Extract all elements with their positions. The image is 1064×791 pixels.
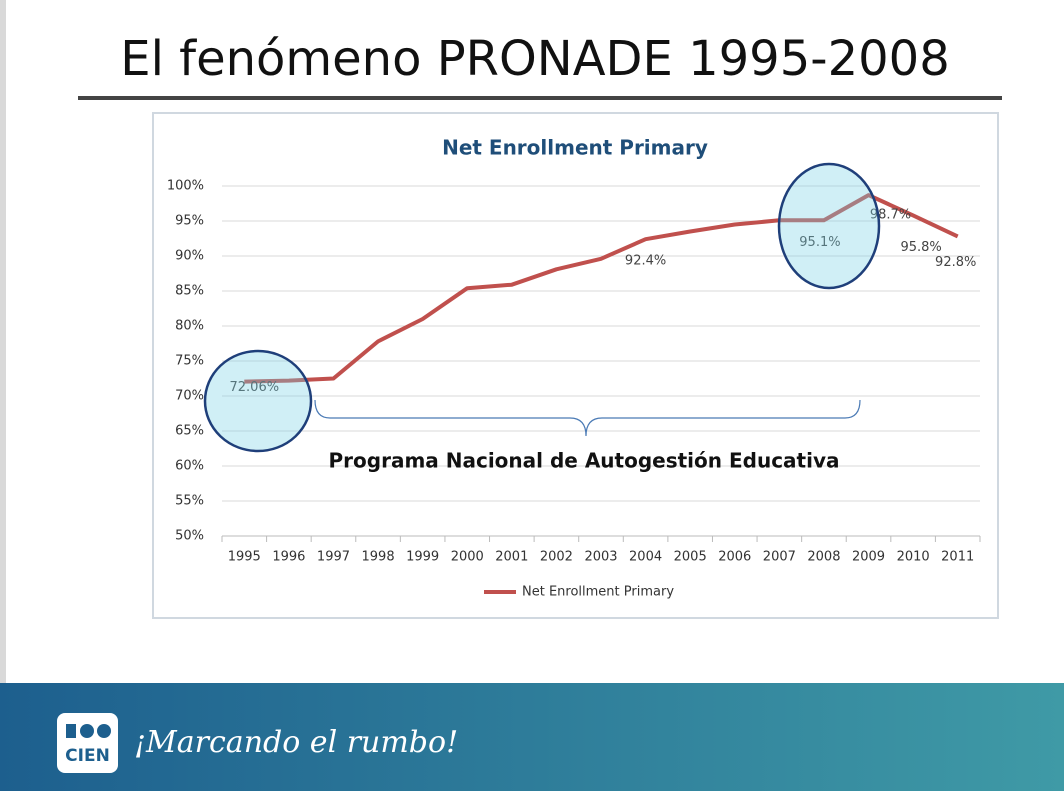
y-tick-label: 100% [167,179,204,194]
side-strip [0,0,6,683]
y-tick-label: 80% [175,319,204,334]
brace [314,399,861,437]
y-tick-label: 55% [175,494,204,509]
y-tick-label: 75% [175,354,204,369]
y-tick-label: 90% [175,249,204,264]
chart-title: Net Enrollment Primary [442,136,708,160]
x-tick-label: 2002 [540,550,573,565]
x-tick-label: 2005 [674,550,707,565]
footer-band [0,683,1064,791]
data-label: 95.8% [900,240,941,255]
y-tick-label: 95% [175,214,204,229]
annotation: Programa Nacional de Autogestión Educati… [329,449,840,473]
x-tick-label: 2003 [584,550,617,565]
x-tick-label: 2009 [852,550,885,565]
slide-title: El fenómeno PRONADE 1995-2008 [120,31,949,87]
slogan: ¡Marcando el rumbo! [134,725,458,760]
data-label: 92.4% [625,254,666,269]
x-tick-label: 1999 [406,550,439,565]
x-tick-label: 2010 [897,550,930,565]
x-tick-label: 1995 [228,550,261,565]
data-label: 72.06% [230,380,280,395]
highlight-circle [777,162,881,290]
y-tick-label: 50% [175,529,204,544]
x-tick-label: 2001 [495,550,528,565]
x-tick-label: 2004 [629,550,662,565]
x-tick-label: 2006 [718,550,751,565]
logo-mark [66,724,111,738]
plot: 50% 55% 60% 65% 70% 75% 80% 85% 90% 95% 100% 1995 19… [167,179,981,600]
x-tick-label: 2008 [807,550,840,565]
x-tick-label: 2011 [941,550,974,565]
x-tick-label: 1996 [272,550,305,565]
x-tick-label: 1997 [317,550,350,565]
y-tick-label: 65% [175,424,204,439]
data-label: 92.8% [935,255,976,270]
highlight-circle [203,349,313,453]
x-tick-label: 2007 [763,550,796,565]
data-line [244,193,959,384]
logo-text: CIEN [65,746,110,766]
data-label: 98.7% [870,208,911,223]
y-tick-label: 70% [175,389,204,404]
y-tick-label: 85% [175,284,204,299]
data-label: 95.1% [799,235,840,250]
x-tick-label: 1998 [362,550,395,565]
x-tick-label: 2000 [451,550,484,565]
y-tick-label: 60% [175,459,204,474]
legend-label: Net Enrollment Primary [522,585,674,600]
